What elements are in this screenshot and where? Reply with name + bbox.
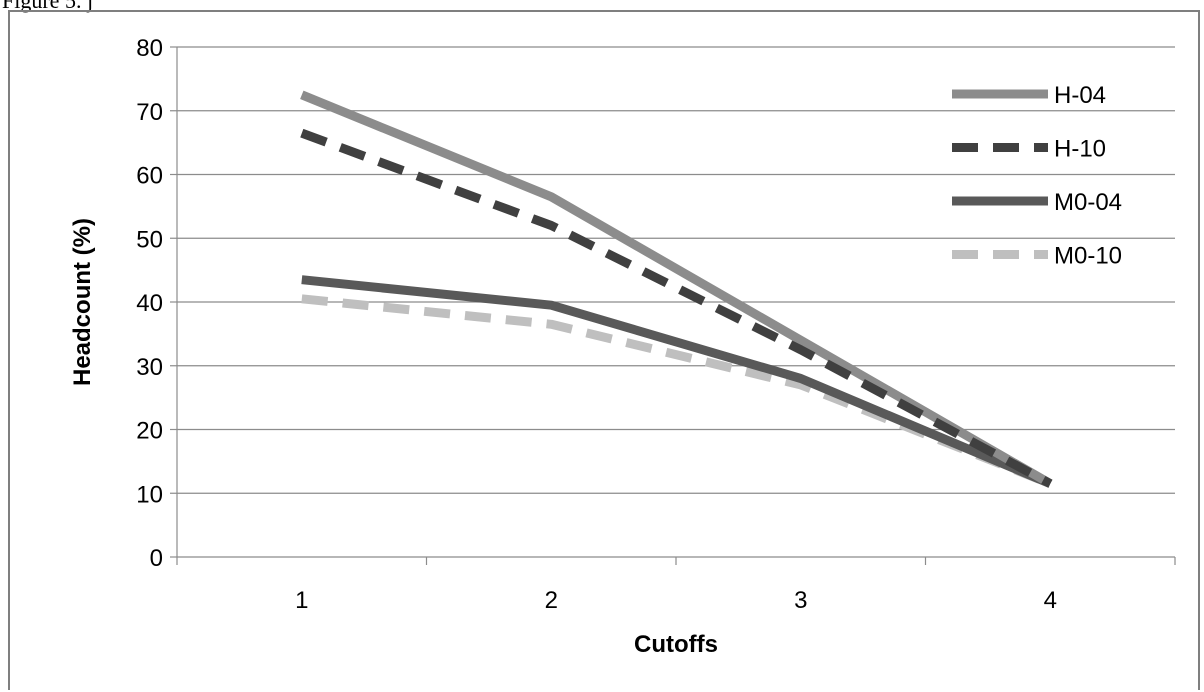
series-line-m0-04 — [301, 275, 1053, 488]
y-tick-label: 80 — [136, 35, 163, 62]
y-tick-label: 50 — [136, 226, 163, 253]
x-tick-label: 2 — [545, 587, 558, 614]
series-line-h-04 — [300, 90, 1053, 488]
legend-label: M0-04 — [1054, 189, 1122, 216]
legend-label: H-04 — [1054, 82, 1106, 109]
y-tick-label: 30 — [136, 354, 163, 381]
gridlines — [177, 46, 1175, 494]
x-tick-label: 4 — [1044, 587, 1057, 614]
y-axis-title: Headcount (%) — [69, 218, 96, 386]
y-tick-label: 70 — [136, 99, 163, 126]
y-tick-label: 20 — [136, 418, 163, 445]
legend-label: H-10 — [1054, 136, 1106, 163]
y-tick-label: 60 — [136, 163, 163, 190]
legend: H-04 H-10 M0-04 M0-10 — [952, 82, 1122, 270]
series-line-h-10 — [300, 128, 1053, 488]
legend-label: M0-10 — [1054, 243, 1122, 270]
series-lines — [300, 90, 1053, 488]
x-axis-title: Cutoffs — [634, 631, 718, 658]
series-line-m0-10 — [301, 294, 1052, 488]
y-tick-label: 40 — [136, 290, 163, 317]
chart-frame — [8, 10, 1200, 690]
figure-caption: Figure 5. j — [2, 0, 94, 13]
x-tick-label: 3 — [794, 587, 807, 614]
axes: 0 10 20 30 40 50 60 70 80 1 2 3 4 — [136, 35, 1176, 614]
x-tick-label: 1 — [295, 587, 308, 614]
y-tick-label: 0 — [150, 545, 163, 572]
y-tick-label: 10 — [136, 481, 163, 508]
